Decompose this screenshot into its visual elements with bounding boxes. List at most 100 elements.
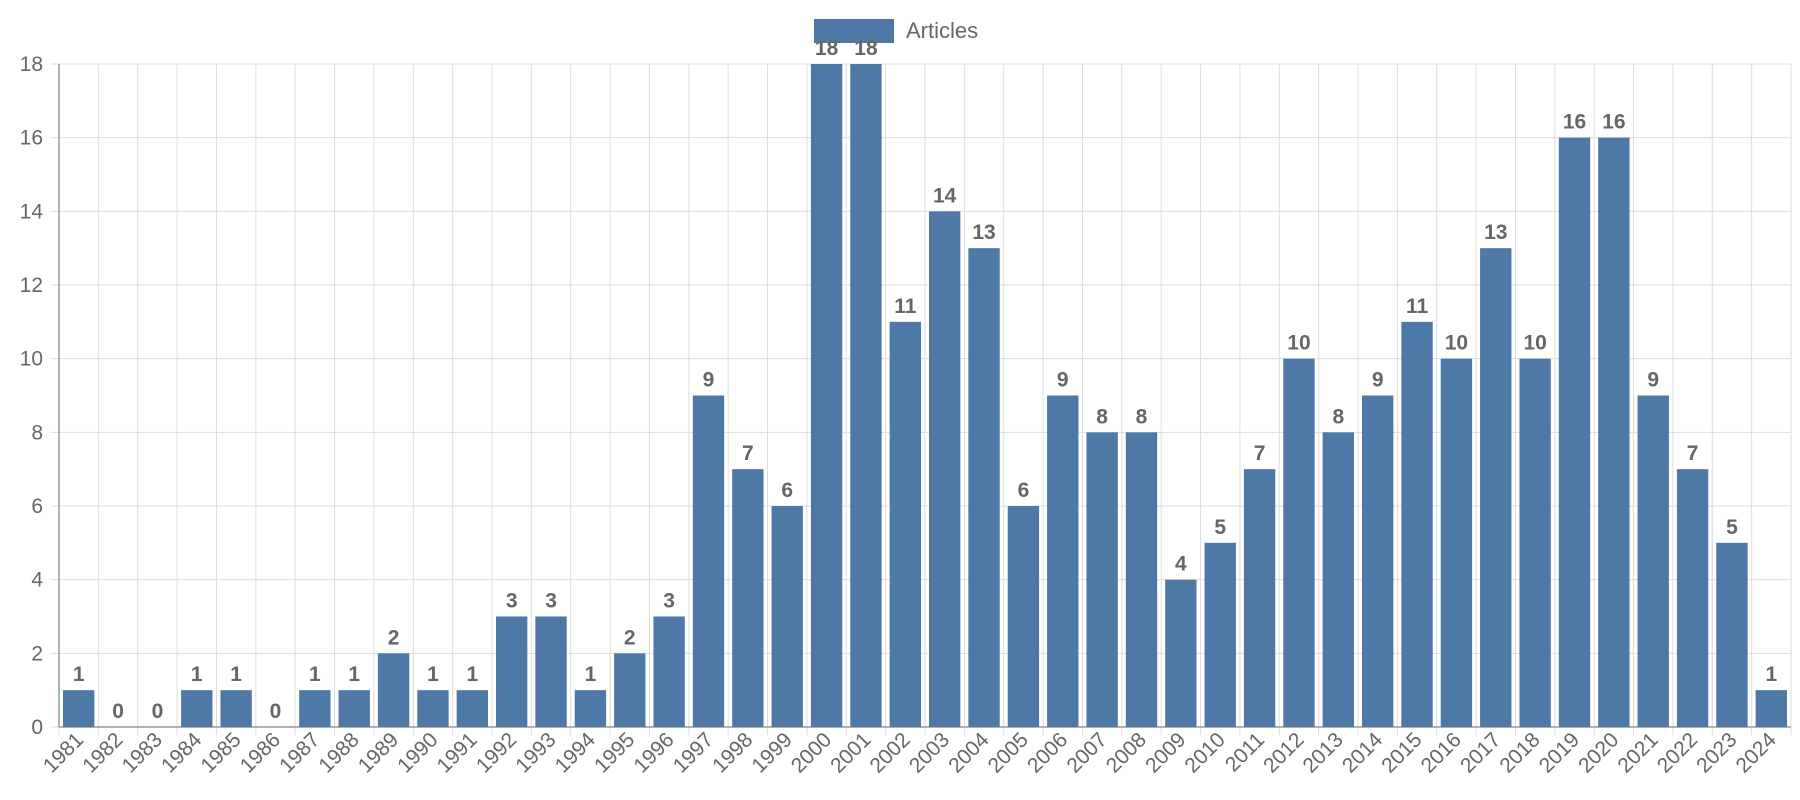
x-tick-label-1985: 1985 [196,728,245,777]
bar-2006[interactable] [1047,395,1079,728]
bar-1991[interactable] [456,690,488,727]
data-label-2002: 11 [894,295,917,318]
data-label-1992: 3 [506,590,518,613]
bar-1989[interactable] [377,653,410,727]
bar-2004[interactable] [968,248,1000,727]
data-label-1989: 2 [388,626,400,649]
data-label-1985: 1 [230,663,242,686]
bar-1993[interactable] [535,616,567,728]
bar-2007[interactable] [1086,432,1118,727]
y-tick-label: 18 [20,53,43,76]
bar-1994[interactable] [574,690,607,727]
bar-1988[interactable] [338,690,370,727]
bar-1981[interactable] [63,690,95,727]
bar-2017[interactable] [1480,248,1512,727]
bar-2016[interactable] [1440,358,1473,727]
legend[interactable]: Articles [814,18,978,44]
bar-1985[interactable] [220,690,252,727]
bar-2023[interactable] [1716,542,1748,727]
data-label-2020: 16 [1602,111,1625,134]
bar-1999[interactable] [771,506,803,727]
x-tick-label-2020: 2020 [1574,728,1623,777]
data-label-1988: 1 [348,663,360,686]
y-tick-label: 2 [31,642,43,665]
bar-2020[interactable] [1598,137,1630,727]
bar-2010[interactable] [1204,542,1236,727]
x-tick-label-2018: 2018 [1495,728,1544,777]
x-tick-label-2019: 2019 [1535,728,1584,777]
data-label-2007: 8 [1096,405,1108,428]
bar-1996[interactable] [653,616,685,728]
data-label-1997: 9 [703,369,715,392]
data-label-2014: 9 [1372,369,1384,392]
bar-2015[interactable] [1401,321,1433,727]
bar-2009[interactable] [1165,579,1197,727]
x-tick-label-2013: 2013 [1299,728,1348,777]
data-label-2009: 4 [1175,553,1187,576]
bar-2008[interactable] [1125,432,1158,727]
bar-2019[interactable] [1558,137,1591,727]
x-tick-label-1996: 1996 [629,728,678,777]
data-label-2012: 10 [1287,332,1310,355]
bar-2013[interactable] [1322,432,1354,727]
bar-1984[interactable] [181,690,213,727]
x-tick-label-2000: 2000 [787,728,836,777]
data-label-2022: 7 [1687,442,1699,465]
bar-1992[interactable] [496,616,528,728]
x-tick-label-1991: 1991 [433,728,482,777]
bar-1987[interactable] [299,690,331,727]
x-tick-label-2014: 2014 [1338,728,1388,778]
bar-2022[interactable] [1676,469,1709,727]
y-tick-label: 12 [20,274,43,297]
bar-2003[interactable] [929,211,961,728]
bar-2012[interactable] [1283,358,1315,727]
data-label-1998: 7 [742,442,754,465]
data-label-2024: 1 [1765,663,1777,686]
x-tick-label-1999: 1999 [747,728,796,777]
data-label-1995: 2 [624,626,636,649]
x-tick-label-1990: 1990 [393,728,442,777]
x-tick-label-2011: 2011 [1221,728,1269,776]
bar-1998[interactable] [732,469,764,727]
bar-2002[interactable] [889,321,921,727]
x-tick-label-2022: 2022 [1653,728,1702,777]
data-label-1996: 3 [663,590,675,613]
data-label-1987: 1 [309,663,321,686]
data-label-2021: 9 [1647,369,1659,392]
x-tick-label-2012: 2012 [1259,728,1308,777]
data-label-1991: 1 [466,663,478,686]
x-tick-label-2023: 2023 [1692,728,1741,777]
x-tick-label-2007: 2007 [1062,728,1111,777]
data-label-2010: 5 [1214,516,1226,539]
x-tick-label-2003: 2003 [905,728,954,777]
x-tick-label-2006: 2006 [1023,728,1072,777]
data-label-1983: 0 [152,700,164,723]
bar-1990[interactable] [417,690,449,727]
bar-1997[interactable] [692,395,725,728]
x-tick-label-1986: 1986 [236,728,285,777]
data-label-2001: 18 [854,37,878,60]
bar-2000[interactable] [810,64,843,727]
x-tick-label-2024: 2024 [1732,728,1782,778]
x-tick-label-2009: 2009 [1141,728,1190,777]
data-label-2023: 5 [1726,516,1738,539]
x-tick-label-1997: 1997 [669,728,718,777]
bar-2014[interactable] [1362,395,1394,728]
y-tick-label: 14 [20,200,44,223]
bar-2021[interactable] [1637,395,1669,728]
data-label-2003: 14 [933,184,957,207]
x-tick-label-2016: 2016 [1417,728,1466,777]
bar-2005[interactable] [1007,506,1040,727]
data-label-1993: 3 [545,590,557,613]
x-tick-label-1988: 1988 [314,728,363,777]
bar-2018[interactable] [1519,358,1551,727]
bar-2024[interactable] [1755,690,1787,727]
bar-1995[interactable] [614,653,646,727]
bar-2001[interactable] [850,64,882,727]
data-label-2016: 10 [1445,332,1468,355]
bar-2011[interactable] [1243,469,1276,727]
y-tick-label: 10 [20,348,43,371]
x-tick-label-2015: 2015 [1377,728,1426,777]
